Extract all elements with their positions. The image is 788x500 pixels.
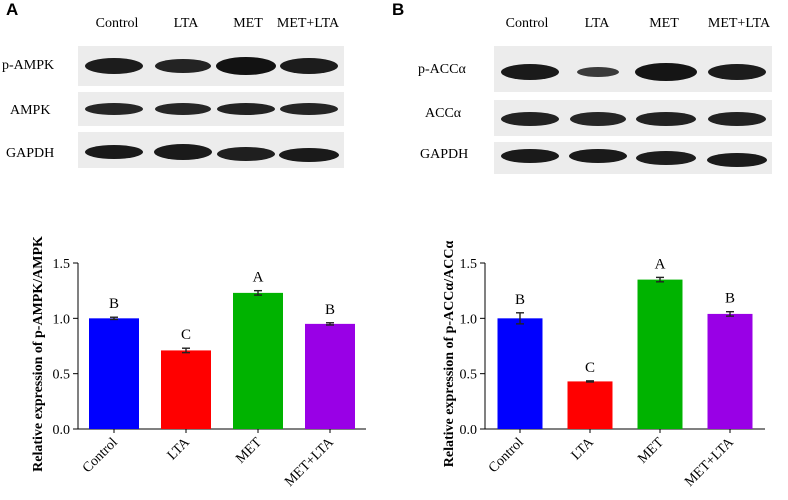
lane-label: LTA xyxy=(173,16,199,31)
significance-letter: B xyxy=(515,292,525,308)
blot-band xyxy=(279,148,339,162)
blot-band xyxy=(635,63,697,81)
y-tick-label: 0.0 xyxy=(53,423,71,438)
blot-band xyxy=(707,153,767,167)
y-axis-label: Relative expression of p-AMPK/AMPK xyxy=(31,236,46,472)
x-tick-label: Control xyxy=(486,435,527,476)
y-tick-label: 1.0 xyxy=(53,312,71,327)
lane-label: LTA xyxy=(584,16,610,31)
y-tick-label: 1.5 xyxy=(460,257,478,272)
bar xyxy=(637,279,683,429)
blot-band xyxy=(501,64,559,80)
significance-letter: B xyxy=(325,302,335,318)
blot-row-label: p-AMPK xyxy=(2,58,55,73)
y-tick-label: 1.0 xyxy=(460,312,478,327)
y-tick-label: 1.5 xyxy=(53,257,71,272)
blot-band xyxy=(217,147,275,161)
blot-bands-row xyxy=(85,103,338,115)
bar-chart-a: 0.0 0.5 1.0 1.5 Relative expression of p-AMP… xyxy=(31,236,366,490)
x-tick-label: LTA xyxy=(569,435,598,464)
blot-band xyxy=(216,57,276,75)
blot-band xyxy=(217,103,275,115)
panel-letter-a: A xyxy=(6,0,19,19)
x-tick-label: Control xyxy=(80,435,121,476)
blot-bands-row xyxy=(85,144,339,162)
blot-band xyxy=(501,112,559,126)
lane-label: MET xyxy=(233,16,263,31)
blot-row-label: GAPDH xyxy=(420,147,469,162)
bar xyxy=(89,318,139,429)
bar xyxy=(567,381,613,429)
blot-band xyxy=(85,145,143,159)
bar xyxy=(707,313,753,429)
significance-letter: C xyxy=(585,360,595,376)
y-tick-label: 0.5 xyxy=(460,368,478,383)
x-tick-label: MET+LTA xyxy=(282,435,337,490)
blot-band xyxy=(501,149,559,163)
blot-band xyxy=(636,151,696,165)
blot-band xyxy=(636,112,696,126)
lane-label: MET xyxy=(649,16,679,31)
blot-row-label: GAPDH xyxy=(6,146,55,161)
blot-row-label: AMPK xyxy=(10,103,51,118)
lane-label: Control xyxy=(505,16,549,31)
bar xyxy=(233,292,283,429)
blot-band xyxy=(570,112,626,126)
blot-bands-row xyxy=(501,63,766,81)
blot-image-a xyxy=(78,46,344,168)
bar xyxy=(161,350,211,429)
blot-band xyxy=(577,67,619,77)
blot-band xyxy=(155,59,211,73)
panel-letter-b: B xyxy=(392,0,405,19)
bar xyxy=(497,318,543,429)
blot-band xyxy=(155,103,211,115)
blot-band xyxy=(85,58,143,74)
blot-row-label: p-ACCα xyxy=(418,62,466,77)
y-tick-label: 0.5 xyxy=(53,368,71,383)
significance-letter: B xyxy=(109,296,119,312)
x-tick-label: LTA xyxy=(165,435,194,464)
blot-band xyxy=(569,149,627,163)
blot-row-label: ACCα xyxy=(425,106,462,121)
blot-image-b xyxy=(494,46,772,174)
blot-band xyxy=(708,64,766,80)
blot-band xyxy=(154,144,212,160)
significance-letter: A xyxy=(655,256,666,272)
blot-band xyxy=(85,103,143,115)
lane-label: Control xyxy=(95,16,139,31)
blot-band xyxy=(708,112,766,126)
blot-band xyxy=(280,103,338,115)
y-axis-label: Relative expression of p-ACCα/ACCα xyxy=(442,241,457,468)
blot-band xyxy=(280,58,338,74)
significance-letter: B xyxy=(725,291,735,307)
x-tick-label: MET+LTA xyxy=(682,435,737,490)
x-tick-label: MET xyxy=(635,435,667,467)
y-tick-label: 0.0 xyxy=(460,423,478,438)
significance-letter: A xyxy=(253,270,264,286)
bar xyxy=(305,323,355,429)
significance-letter: C xyxy=(181,327,191,343)
lane-label: MET+LTA xyxy=(276,16,340,31)
x-tick-label: MET xyxy=(233,435,265,467)
lane-label: MET+LTA xyxy=(707,16,771,31)
blot-bands-row xyxy=(501,149,767,167)
blot-bands-row xyxy=(501,112,766,126)
blot-bands-row xyxy=(85,57,338,75)
